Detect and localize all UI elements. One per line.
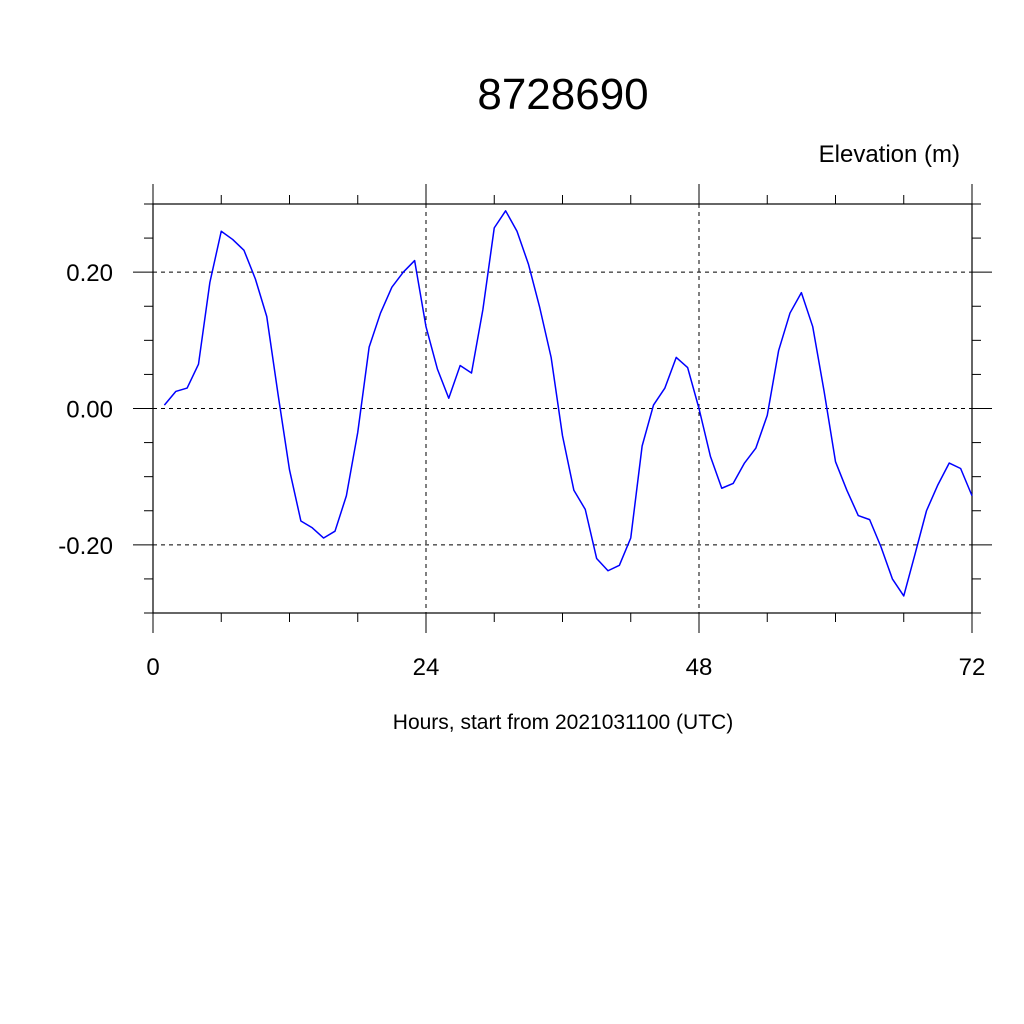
x-tick-labels: 0 24 48 72 [146, 654, 985, 681]
elevation-series-line [163, 210, 973, 597]
axis-ticks [133, 184, 992, 633]
x-tick-label: 72 [959, 654, 986, 681]
series-layer [163, 210, 973, 597]
x-tick-label: 48 [686, 654, 713, 681]
x-axis-label: Hours, start from 2021031100 (UTC) [393, 711, 733, 734]
grid-lines [152, 204, 973, 613]
y-tick-label: 0.00 [66, 397, 113, 424]
y-tick-label: -0.20 [58, 533, 113, 560]
y-tick-labels: -0.20 0.00 0.20 [58, 260, 113, 560]
x-tick-label: 24 [413, 654, 440, 681]
y-tick-label: 0.20 [66, 260, 113, 287]
y-unit-label: Elevation (m) [819, 141, 960, 168]
chart-title: 8728690 [477, 70, 648, 119]
plot-frame [152, 203, 973, 614]
x-tick-label: 0 [146, 654, 159, 681]
